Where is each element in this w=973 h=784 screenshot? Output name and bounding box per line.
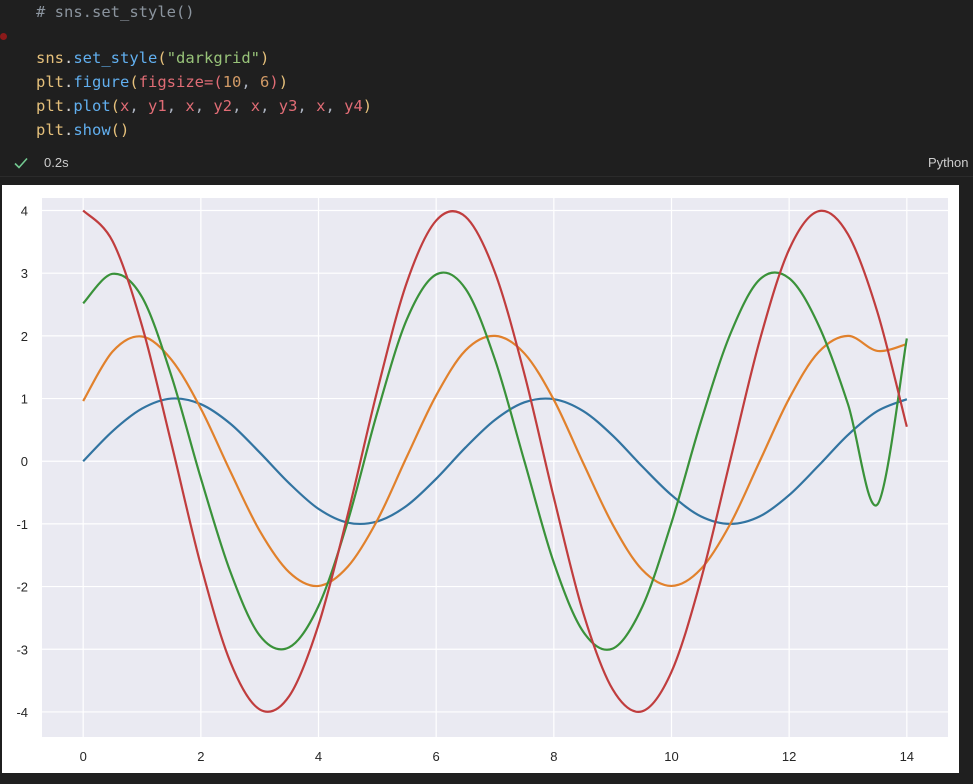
code-token: .	[64, 49, 74, 67]
code-comment-line: # sns.set_style()	[36, 3, 195, 21]
check-icon	[14, 157, 28, 169]
x-tick-label: 6	[433, 749, 440, 764]
code-token: figsize	[138, 73, 205, 91]
code-token: ,	[325, 97, 345, 115]
series-line-3	[82, 271, 908, 651]
code-token: .	[64, 121, 74, 139]
code-token: ,	[166, 97, 186, 115]
code-token: plt	[36, 73, 64, 91]
code-line: plt.show()	[36, 118, 129, 142]
y-tick-label: 2	[21, 329, 28, 344]
code-token: .	[64, 97, 74, 115]
code-token: figure	[73, 73, 130, 91]
code-token: )	[362, 97, 373, 115]
code-token: )	[260, 49, 270, 67]
x-tick-label: 8	[550, 749, 557, 764]
y-tick-label: 3	[21, 266, 28, 281]
series-line-1	[82, 397, 908, 526]
code-token: y3	[278, 97, 298, 115]
code-token: ,	[129, 97, 149, 115]
code-token: .	[64, 73, 74, 91]
code-line: plt.plot(x, y1, x, y2, x, y3, x, y4)	[36, 94, 372, 118]
code-token: "darkgrid"	[166, 49, 261, 67]
code-token: (	[157, 49, 167, 67]
y-tick-label: -2	[16, 580, 28, 595]
cell-status-bar: 0.2s Python	[0, 152, 973, 177]
x-tick-label: 2	[197, 749, 204, 764]
code-token: (	[213, 73, 223, 91]
code-token: ,	[232, 97, 251, 115]
code-token: =	[204, 73, 214, 91]
execution-time: 0.2s	[44, 155, 69, 170]
code-token: )	[269, 73, 279, 91]
y-tick-label: -4	[16, 705, 28, 720]
code-token: ,	[194, 97, 214, 115]
kernel-label[interactable]: Python	[928, 155, 969, 170]
y-tick-label: 0	[21, 454, 28, 469]
x-tick-label: 4	[315, 749, 322, 764]
series-line-2	[82, 334, 908, 588]
series-line-4	[82, 209, 908, 713]
code-token: x	[185, 97, 195, 115]
x-tick-label: 0	[80, 749, 87, 764]
code-token: x	[250, 97, 261, 115]
code-token: )	[278, 73, 289, 91]
x-tick-label: 12	[782, 749, 796, 764]
code-token: plot	[73, 97, 111, 115]
code-token: set_style	[73, 49, 158, 67]
code-token: y1	[148, 97, 167, 115]
code-token: (	[110, 97, 121, 115]
code-cell[interactable]: # sns.set_style() sns.set_style("darkgri…	[0, 0, 973, 152]
code-line: plt.figure(figsize=(10, 6))	[36, 70, 288, 94]
code-token: ,	[241, 73, 261, 91]
code-token: sns	[36, 49, 64, 67]
x-tick-label: 14	[900, 749, 914, 764]
y-tick-label: 1	[21, 392, 28, 407]
cell-output: 0 2 4 6 8 10 12 14 4 3 2 1 0 -1 -2 -3 -4	[2, 185, 959, 773]
code-token: ,	[260, 97, 279, 115]
code-token: x	[316, 97, 326, 115]
code-token: x	[120, 97, 130, 115]
x-tick-label: 10	[664, 749, 678, 764]
breakpoint-marker[interactable]	[0, 33, 7, 40]
code-token: 10	[222, 73, 242, 91]
code-token: ()	[110, 121, 130, 139]
code-line: sns.set_style("darkgrid")	[36, 46, 269, 70]
code-token: plt	[36, 121, 64, 139]
code-token: 6	[260, 73, 270, 91]
code-token: y4	[344, 97, 363, 115]
y-tick-label: -1	[16, 517, 28, 532]
code-token: (	[129, 73, 139, 91]
y-tick-label: -3	[16, 642, 28, 657]
y-tick-label: 4	[21, 204, 28, 219]
code-token: ,	[297, 97, 317, 115]
code-token: show	[73, 121, 111, 139]
code-token: y2	[213, 97, 233, 115]
code-token: plt	[36, 97, 64, 115]
